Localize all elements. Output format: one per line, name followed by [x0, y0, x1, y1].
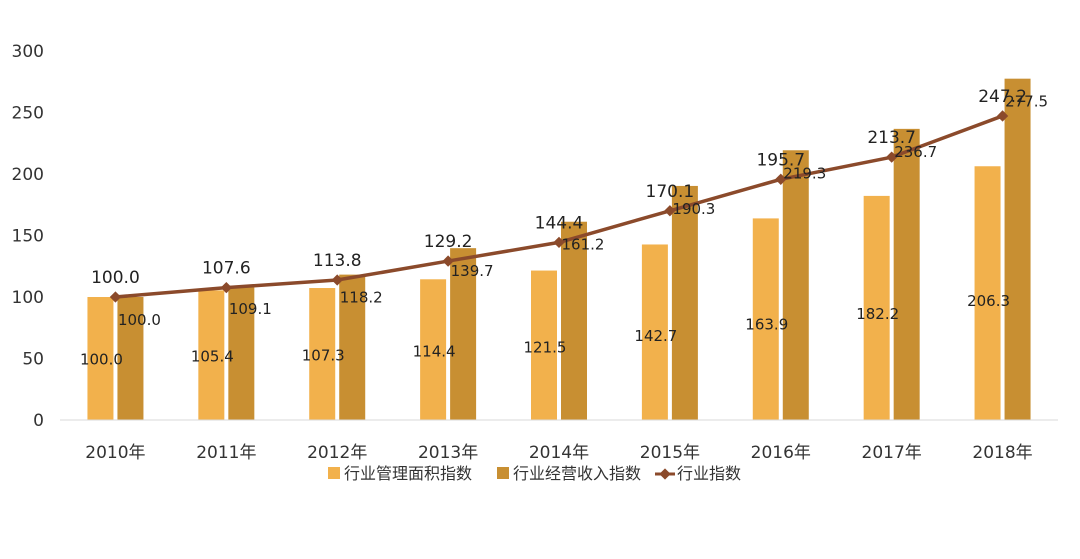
line-data-label: 247.2 — [978, 87, 1027, 107]
x-tick-label: 2013年 — [418, 443, 478, 463]
legend-swatch — [328, 467, 340, 479]
y-tick-label: 100 — [12, 288, 44, 308]
bar-data-label: 190.3 — [672, 200, 715, 218]
bar-data-label: 118.2 — [340, 289, 383, 307]
x-tick-label: 2011年 — [196, 443, 256, 463]
bar-revenue-index — [893, 128, 920, 420]
bar-area-index — [641, 244, 668, 420]
x-tick-label: 2015年 — [640, 443, 700, 463]
bar-data-label: 163.9 — [745, 315, 788, 333]
bar-data-label: 105.4 — [191, 348, 234, 366]
bar-data-label: 139.7 — [451, 262, 494, 280]
legend: 行业管理面积指数 行业经营收入指数 行业指数 — [328, 464, 741, 483]
line-data-label: 144.4 — [535, 213, 584, 233]
bar-area-index — [974, 166, 1001, 420]
y-tick-label: 0 — [33, 411, 44, 431]
bars — [87, 78, 1031, 421]
bar-data-label: 100.0 — [118, 311, 161, 329]
line-data-label: 213.7 — [867, 128, 916, 148]
y-tick-label: 300 — [12, 42, 44, 62]
bar-revenue-index — [450, 248, 477, 420]
bar-area-index — [863, 195, 890, 420]
line-data-label: 129.2 — [424, 232, 473, 252]
y-tick-label: 50 — [22, 350, 44, 370]
line-point-marker — [886, 151, 898, 163]
bar-data-label: 206.3 — [967, 292, 1010, 310]
line-point-marker — [664, 205, 676, 217]
line-data-label: 170.1 — [646, 182, 695, 202]
line-point-marker — [553, 236, 565, 249]
bar-revenue-index — [561, 221, 587, 420]
bar-data-label: 100.0 — [80, 351, 123, 369]
x-axis: 2010年 2011年 2012年 2013年 2014年 2015年 2016年 2017年… — [60, 419, 1058, 463]
bar-revenue-index — [782, 150, 809, 421]
bar-area-index — [420, 279, 447, 420]
bar-data-label: 107.3 — [302, 347, 345, 365]
legend-label: 行业指数 — [677, 464, 741, 483]
bar-data-label: 236.7 — [894, 143, 937, 161]
line-data-label: 100.0 — [91, 268, 140, 288]
legend-swatch — [497, 467, 509, 479]
bar-data-label: 142.7 — [634, 327, 677, 345]
y-tick-label: 150 — [12, 227, 44, 247]
x-tick-label: 2017年 — [862, 443, 922, 463]
line-point-marker — [442, 255, 454, 267]
bar-revenue-index — [339, 274, 366, 420]
bar-revenue-index — [117, 297, 144, 420]
data-labels: 100.0 105.4 107.3 114.4 121.5 142.7 163.9 182.2… — [80, 87, 1048, 369]
bar-data-label: 121.5 — [524, 339, 567, 357]
bar-data-label: 219.3 — [783, 164, 826, 182]
bar-data-label: 277.5 — [1005, 93, 1048, 111]
bar-data-label: 182.2 — [856, 305, 899, 323]
bar-revenue-index — [1004, 78, 1031, 421]
bar-area-index — [531, 270, 557, 420]
line-point-marker — [220, 281, 232, 294]
bar-area-index — [87, 297, 114, 420]
legend-label: 行业经营收入指数 — [513, 464, 641, 483]
x-tick-label: 2018年 — [972, 443, 1032, 463]
bar-area-index — [198, 290, 225, 420]
bar-revenue-index — [228, 285, 255, 420]
y-tick-label: 200 — [12, 165, 44, 185]
line-point-marker — [331, 274, 343, 286]
y-tick-label: 250 — [12, 104, 44, 124]
x-tick-label: 2010年 — [85, 443, 145, 463]
line-data-label: 113.8 — [313, 251, 362, 271]
x-tick-label: 2016年 — [751, 443, 811, 463]
legend-label: 行业管理面积指数 — [344, 464, 472, 483]
bar-data-label: 161.2 — [562, 236, 605, 254]
line-data-label: 107.6 — [202, 259, 251, 279]
bar-revenue-index — [671, 185, 698, 420]
y-axis: 0 50 100 150 200 250 300 — [12, 42, 44, 431]
bar-area-index — [752, 218, 779, 420]
legend-marker — [659, 468, 671, 480]
bar-data-label: 109.1 — [229, 300, 272, 318]
line-data-label: 195.7 — [756, 150, 805, 170]
bar-area-index — [309, 288, 336, 420]
bar-data-label: 114.4 — [413, 343, 456, 361]
x-tick-label: 2014年 — [529, 443, 589, 463]
x-tick-label: 2012年 — [307, 443, 367, 463]
line-point-marker — [775, 173, 787, 185]
